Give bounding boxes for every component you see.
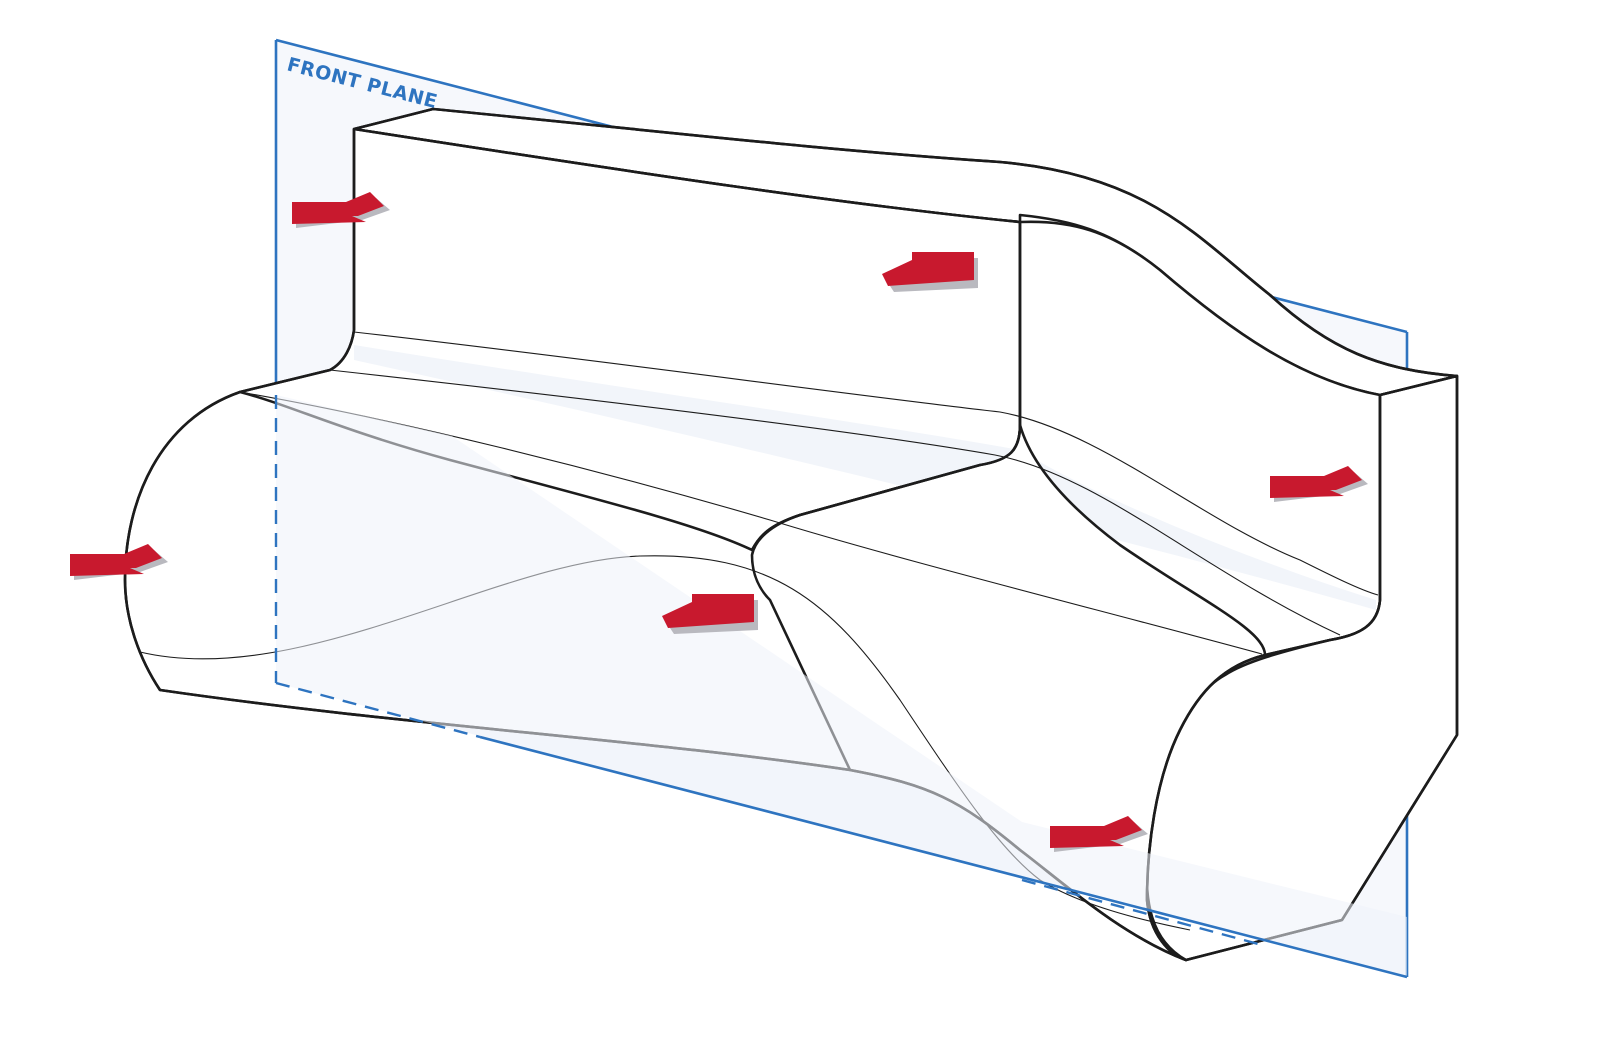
- arrow-left-icon: [1050, 816, 1148, 852]
- right-box-outline: [1340, 374, 1459, 921]
- arrow-left-icon: [292, 192, 390, 228]
- back-wall-shading: [354, 345, 1376, 610]
- arrow-left-icon: [70, 544, 168, 580]
- front-plane-hidden-bottom-edge-2: [1021, 878, 1263, 947]
- force-arrows: [70, 192, 1368, 852]
- tangent-line-2: [329, 369, 1341, 636]
- step-edge: [750, 222, 1022, 771]
- arrow-right-icon: [662, 594, 758, 634]
- tangent-line-1: [353, 331, 1379, 596]
- arrow-left-icon: [1270, 466, 1368, 502]
- top-front-edge: [353, 127, 1021, 224]
- top-back-edge: [353, 107, 1458, 378]
- front-plane-bottom-edge: [479, 735, 1408, 979]
- arrow-right-icon: [882, 252, 978, 292]
- front-plane-overlay: [276, 395, 1407, 977]
- front-plane-front: [274, 395, 1408, 979]
- front-plane-hidden-bottom-edge: [275, 681, 481, 739]
